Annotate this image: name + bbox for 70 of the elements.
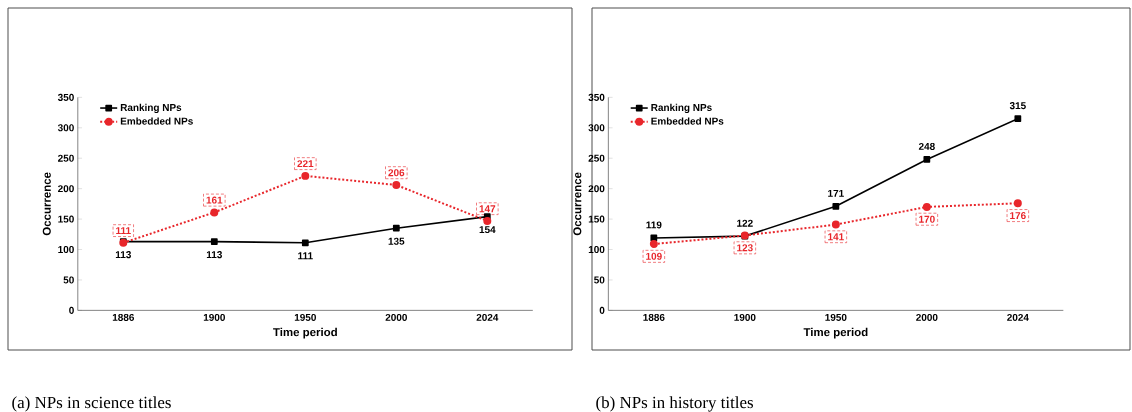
data-label: 111 [298, 252, 313, 260]
y-tick-label: 100 [58, 245, 74, 254]
point [301, 171, 310, 180]
x-tick-label: 2024 [1007, 313, 1029, 321]
legend-label: Embedded NPs [651, 117, 724, 125]
data-label: 154 [479, 226, 496, 234]
legend-label: Embedded NPs [120, 117, 193, 125]
data-label: 109 [646, 252, 662, 260]
point [392, 224, 400, 232]
x-tick-label: 1886 [112, 313, 135, 321]
x-tick-label: 2024 [476, 313, 499, 321]
x-tick-label: 1900 [734, 313, 756, 321]
text: (b) NPs in history titles [596, 396, 754, 412]
y-tick-label: 350 [57, 93, 74, 101]
legend-label: Ranking NPs [120, 103, 182, 114]
data-label: 170 [919, 215, 935, 223]
y-tick-label: 250 [588, 154, 605, 162]
data-label: 171 [828, 189, 844, 197]
point [301, 239, 309, 247]
y-tick-label: 300 [57, 124, 74, 132]
y-tick-label: 200 [58, 185, 74, 193]
data-label: 135 [388, 237, 405, 245]
x-tick-label: 1950 [294, 313, 316, 321]
data-label: 119 [646, 221, 662, 229]
data-label: 315 [1009, 102, 1026, 110]
legend-label: Ranking NPs [651, 103, 712, 114]
y-tick-label: 250 [58, 154, 74, 162]
data-label: 123 [737, 244, 753, 252]
y-axis-title: Occurrence [42, 172, 51, 236]
point [832, 202, 840, 210]
point [649, 240, 658, 249]
data-label: 141 [828, 233, 844, 241]
y-tick-label: 350 [588, 93, 605, 101]
y-axis-title: Occurrence [573, 172, 582, 236]
point [923, 156, 931, 163]
data-label: 147 [479, 205, 496, 213]
y-tick-label: 0 [69, 306, 74, 314]
x-tick-label: 1886 [643, 313, 665, 321]
y-tick-label: 100 [588, 245, 605, 254]
y-tick-label: 0 [599, 306, 605, 314]
data-label: 206 [388, 169, 405, 177]
y-tick-label: 150 [588, 215, 605, 223]
point [1013, 199, 1022, 208]
y-tick-label: 50 [594, 276, 605, 284]
data-label: 248 [918, 142, 935, 150]
y-tick-label: 200 [588, 185, 605, 193]
x-tick-label: 1950 [825, 313, 847, 321]
x-tick-label: 2000 [385, 313, 407, 321]
point [831, 220, 840, 229]
point [210, 238, 218, 245]
point [1014, 115, 1022, 123]
data-label: 111 [116, 227, 131, 235]
text: (a) NPs in science titles [12, 396, 171, 412]
data-label: 221 [297, 160, 314, 168]
x-axis-title: Time period [803, 327, 868, 339]
data-label: 122 [737, 219, 753, 227]
point [210, 208, 219, 217]
x-tick-label: 1900 [203, 313, 225, 321]
y-tick-label: 150 [58, 215, 74, 223]
data-label: 161 [206, 196, 223, 204]
x-axis-title: Time period [273, 327, 337, 339]
x-tick-label: 2000 [916, 313, 938, 321]
point [483, 216, 492, 225]
point [392, 181, 401, 189]
data-label: 113 [115, 251, 131, 259]
y-tick-label: 300 [588, 124, 605, 132]
y-tick-label: 50 [63, 276, 74, 284]
point [922, 202, 931, 211]
data-label: 113 [206, 251, 222, 259]
data-label: 176 [1010, 212, 1026, 220]
